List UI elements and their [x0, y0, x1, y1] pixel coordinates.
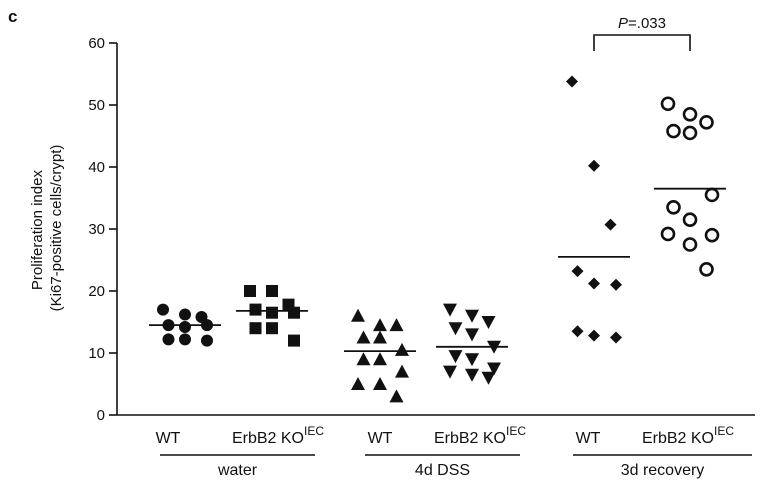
- point-s1-5: [288, 306, 300, 319]
- category-label-s5: ErbB2 KOIEC: [642, 424, 734, 447]
- point-s5-3: [666, 123, 681, 139]
- point-s3-6: [448, 350, 463, 364]
- category-label-s4: WT: [576, 430, 601, 447]
- y-axis-label: Proliferation index (Ki67-positive cells…: [29, 145, 65, 312]
- point-s4-0: [566, 75, 578, 88]
- point-s5-6: [666, 200, 681, 215]
- point-s1-0: [244, 285, 256, 297]
- y-axis-label-line2: (Ki67-positive cells/crypt): [48, 145, 65, 312]
- p-value-prefix: P: [618, 15, 628, 32]
- point-s2-11: [389, 389, 404, 403]
- category-label-s2: WT: [368, 430, 393, 447]
- point-s4-5: [610, 278, 622, 291]
- point-s5-5: [704, 187, 720, 203]
- point-s5-10: [682, 237, 698, 252]
- y-axis-label-line1: Proliferation index: [29, 170, 46, 291]
- y-tick-label-20: 20: [88, 283, 105, 300]
- y-tick-label-0: 0: [97, 407, 105, 424]
- point-s0-0: [157, 303, 169, 316]
- significance-annotation: P=.033: [593, 15, 691, 51]
- point-s2-3: [356, 330, 371, 344]
- point-s3-9: [443, 365, 457, 379]
- y-tick-label-10: 10: [88, 345, 105, 362]
- y-tick-label-60: 60: [88, 35, 105, 52]
- point-s4-2: [604, 218, 617, 231]
- point-s3-8: [487, 362, 501, 376]
- point-s1-6: [249, 322, 262, 335]
- point-s5-4: [682, 125, 698, 141]
- group-label-1: 4d DSS: [415, 462, 470, 479]
- point-s0-8: [201, 334, 213, 347]
- category-label-s0: WT: [156, 430, 181, 447]
- point-s3-3: [448, 322, 463, 336]
- point-s5-7: [682, 212, 698, 227]
- point-s2-1: [373, 318, 387, 332]
- point-s2-7: [373, 352, 387, 366]
- group-label-2: 3d recovery: [621, 462, 705, 479]
- point-s1-7: [266, 322, 278, 335]
- point-s4-8: [610, 331, 622, 344]
- point-s0-1: [179, 308, 191, 321]
- point-s1-8: [288, 334, 300, 347]
- point-s0-4: [179, 320, 191, 333]
- point-s5-2: [699, 115, 714, 130]
- point-s4-6: [571, 325, 584, 338]
- point-s1-4: [266, 306, 278, 319]
- y-ticks: 0 10 20 30 40 50 60: [88, 35, 117, 424]
- point-s3-7: [465, 353, 479, 367]
- data-points: [157, 75, 720, 403]
- mean-lines: [149, 187, 726, 353]
- point-s0-7: [179, 333, 191, 346]
- point-s4-4: [588, 277, 600, 290]
- point-s3-4: [465, 328, 479, 342]
- point-s2-0: [351, 308, 365, 322]
- point-s2-9: [351, 377, 365, 390]
- significance-bracket: [593, 34, 691, 51]
- point-s4-7: [588, 329, 600, 342]
- point-s2-5: [395, 342, 409, 356]
- point-s2-6: [356, 352, 371, 366]
- category-label-s1: ErbB2 KOIEC: [232, 424, 324, 447]
- point-s1-3: [249, 303, 262, 316]
- point-s3-10: [465, 368, 479, 382]
- point-s2-8: [395, 364, 409, 378]
- point-s4-3: [571, 265, 584, 278]
- point-s3-2: [481, 316, 496, 329]
- point-s2-10: [373, 377, 387, 390]
- point-s5-9: [660, 226, 676, 242]
- point-s3-1: [465, 309, 479, 323]
- p-value-text: =.033: [628, 15, 666, 32]
- point-s5-8: [704, 227, 720, 243]
- y-tick-label-50: 50: [88, 97, 105, 114]
- point-s5-1: [682, 107, 698, 122]
- point-s0-6: [162, 333, 175, 346]
- point-s5-0: [660, 96, 676, 112]
- y-tick-label-30: 30: [88, 221, 105, 238]
- category-labels: WT ErbB2 KOIEC WT ErbB2 KOIEC WT ErbB2 KOIEC: [156, 424, 735, 447]
- y-tick-label-40: 40: [88, 159, 105, 176]
- point-s3-0: [443, 303, 457, 317]
- point-s4-1: [588, 159, 600, 172]
- panel-label: c: [8, 7, 17, 26]
- p-value-label: P=.033: [618, 15, 666, 32]
- point-s2-2: [389, 318, 404, 332]
- category-label-s3: ErbB2 KOIEC: [434, 424, 526, 447]
- group-label-0: water: [217, 462, 258, 479]
- point-s2-4: [373, 330, 387, 344]
- point-s1-1: [266, 285, 278, 297]
- point-s5-11: [699, 261, 714, 277]
- point-s3-11: [481, 371, 496, 385]
- group-labels: water 4d DSS 3d recovery: [160, 454, 752, 479]
